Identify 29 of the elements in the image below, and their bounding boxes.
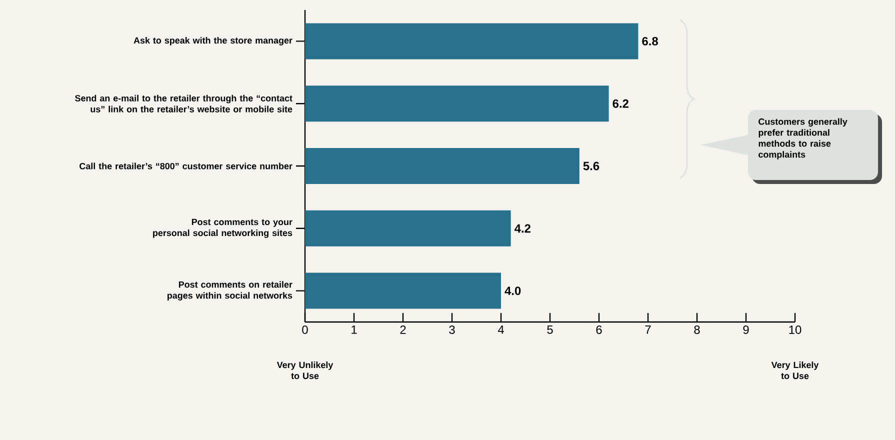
text: Very Unlikely to Use <box>276 362 334 380</box>
x-tick-label: 7 <box>645 326 651 334</box>
bar <box>305 23 638 60</box>
data-label: 6.2 <box>612 99 628 108</box>
data-label: 6.8 <box>642 36 658 46</box>
x-tick-label: 10 <box>789 326 802 334</box>
data-label: 4.2 <box>514 224 530 233</box>
x-tick-label: 2 <box>400 326 406 334</box>
bar <box>305 148 580 184</box>
data-label: 4.0 <box>504 286 521 296</box>
x-tick-label: 1 <box>352 326 357 334</box>
y-tick-label: Call the retailer’s “800” customer service number <box>80 162 292 170</box>
x-tick-label: 6 <box>596 326 602 334</box>
bar <box>305 272 502 309</box>
x-tick-label: 4 <box>498 326 504 334</box>
y-tick-label: Ask to speak with the store manager <box>134 37 292 46</box>
bar <box>305 210 511 246</box>
text: Very Likely to Use <box>771 362 819 380</box>
x-tick-label: 9 <box>743 326 749 334</box>
annotation: Customers generally prefer traditional methods to raise complaints <box>758 118 848 160</box>
x-tick-label: 8 <box>694 326 700 334</box>
data-label: 5.6 <box>583 162 600 170</box>
y-tick-label: Send an e-mail to the retailer through the “contact us” link on the retailer’s website or mobile site <box>75 94 292 112</box>
x-tick-label: 5 <box>547 326 553 334</box>
bar <box>305 86 609 122</box>
y-tick-label: Post comments on retailer pages within social networks <box>168 281 292 300</box>
x-tick-label: 0 <box>302 326 308 334</box>
y-tick-label: Post comments to your personal social networking sites <box>153 218 292 238</box>
x-tick-label: 3 <box>449 326 455 334</box>
